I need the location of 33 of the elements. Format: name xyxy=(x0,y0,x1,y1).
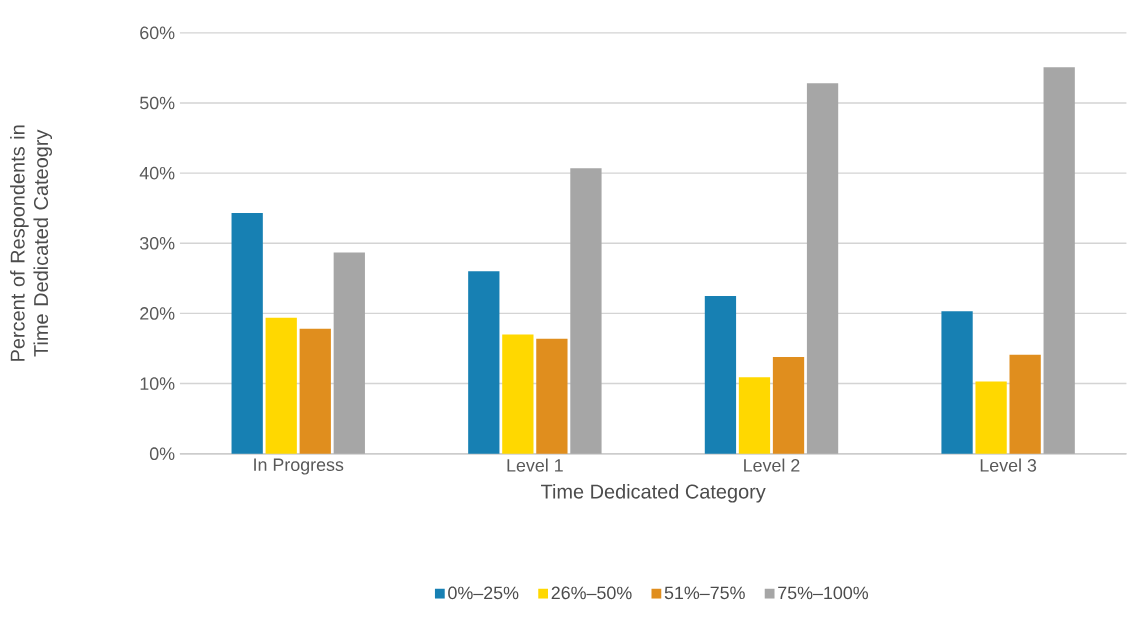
bar xyxy=(265,317,297,454)
y-tick-label: 0% xyxy=(149,447,175,461)
bar xyxy=(1043,67,1075,454)
x-tick-label: Level 1 xyxy=(507,458,563,472)
bar xyxy=(806,83,839,454)
bar xyxy=(231,213,263,454)
legend-label: 51%–75% xyxy=(664,586,745,600)
bar xyxy=(536,338,568,454)
bar xyxy=(704,296,737,454)
legend-label: 0%–25% xyxy=(448,586,519,600)
legend-label: 26%–50% xyxy=(551,586,632,600)
bar xyxy=(502,334,534,454)
bar xyxy=(975,381,1007,454)
x-axis-title: Time Dedicated Category xyxy=(541,484,766,503)
y-tick-label: 60% xyxy=(140,26,175,40)
x-tick-label: In Progress xyxy=(254,458,344,475)
y-tick-label: 10% xyxy=(140,377,175,391)
y-tick-label: 30% xyxy=(139,237,175,250)
y-axis-title: Percent of Respondents in Time Dedicated Cateogry xyxy=(10,125,53,361)
y-tick-label: 50% xyxy=(140,96,175,110)
x-tick-label: Level 3 xyxy=(980,458,1037,472)
y-tick-label: 40% xyxy=(139,166,175,180)
bar xyxy=(1009,354,1041,454)
legend-label: 75%–100% xyxy=(778,586,869,600)
y-tick-label: 20% xyxy=(140,307,175,320)
bar xyxy=(333,252,365,454)
bar xyxy=(299,329,331,454)
bar xyxy=(772,357,805,454)
x-tick-label: Level 2 xyxy=(744,458,800,472)
bar xyxy=(468,271,500,454)
bar xyxy=(570,168,602,454)
bar xyxy=(941,311,973,454)
bar xyxy=(738,377,771,454)
